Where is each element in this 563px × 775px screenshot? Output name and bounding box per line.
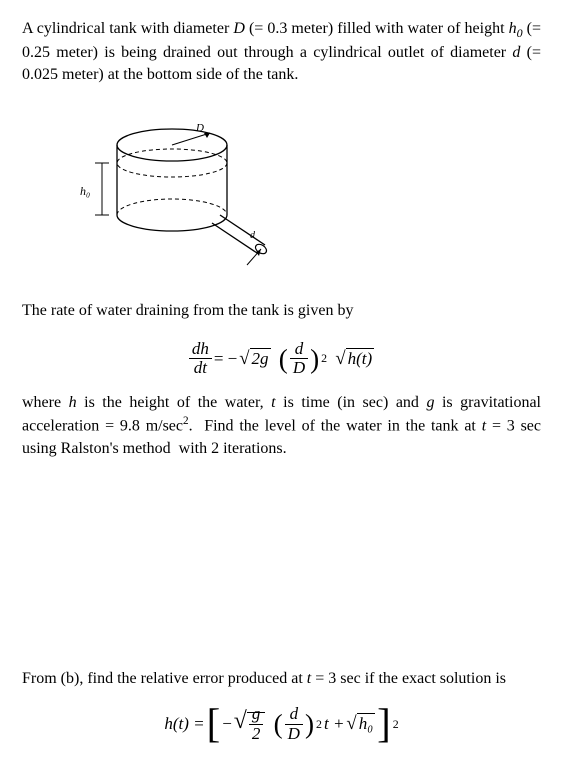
work-space: [22, 468, 541, 668]
eq1-tail: h(t): [346, 348, 375, 368]
eq1-equals: = −: [214, 347, 237, 371]
equation-dh-dt: dhdt = − √2g (dD)2 √h(t): [22, 337, 541, 378]
label-D: D: [195, 122, 204, 134]
eq1-exp: 2: [321, 350, 327, 367]
eq2-ratio-num: d: [285, 705, 303, 725]
problem-body: where h is the height of the water, t is…: [22, 392, 541, 461]
equation-exact: h(t) = [ − √g2 (dD)2 t + √h₀ ]2: [22, 705, 541, 743]
rate-intro: The rate of water draining from the tank…: [22, 300, 541, 322]
eq1-num: dh: [189, 340, 212, 360]
eq2-t: t +: [324, 712, 344, 736]
eq2-2: 2: [249, 725, 264, 744]
problem-statement: A cylindrical tank with diameter D (= 0.…: [22, 18, 541, 87]
tank-svg: D h₀ d: [62, 105, 282, 275]
label-h0: h₀: [80, 184, 90, 198]
eq1-ratio-num: d: [290, 340, 308, 360]
eq2-exp-inner: 2: [316, 716, 322, 733]
part-b-text: From (b), find the relative error produc…: [22, 668, 541, 690]
eq1-den: dt: [189, 359, 212, 378]
eq2-ratio-den: D: [285, 725, 303, 744]
eq2-lhs: h(t) =: [164, 712, 204, 736]
eq2-h0: h₀: [357, 713, 375, 733]
eq1-ratio-den: D: [290, 359, 308, 378]
eq2-exp-outer: 2: [393, 716, 399, 733]
label-d: d: [250, 230, 256, 241]
tank-diagram: D h₀ d: [62, 105, 541, 282]
eq2-g: g: [249, 705, 264, 725]
